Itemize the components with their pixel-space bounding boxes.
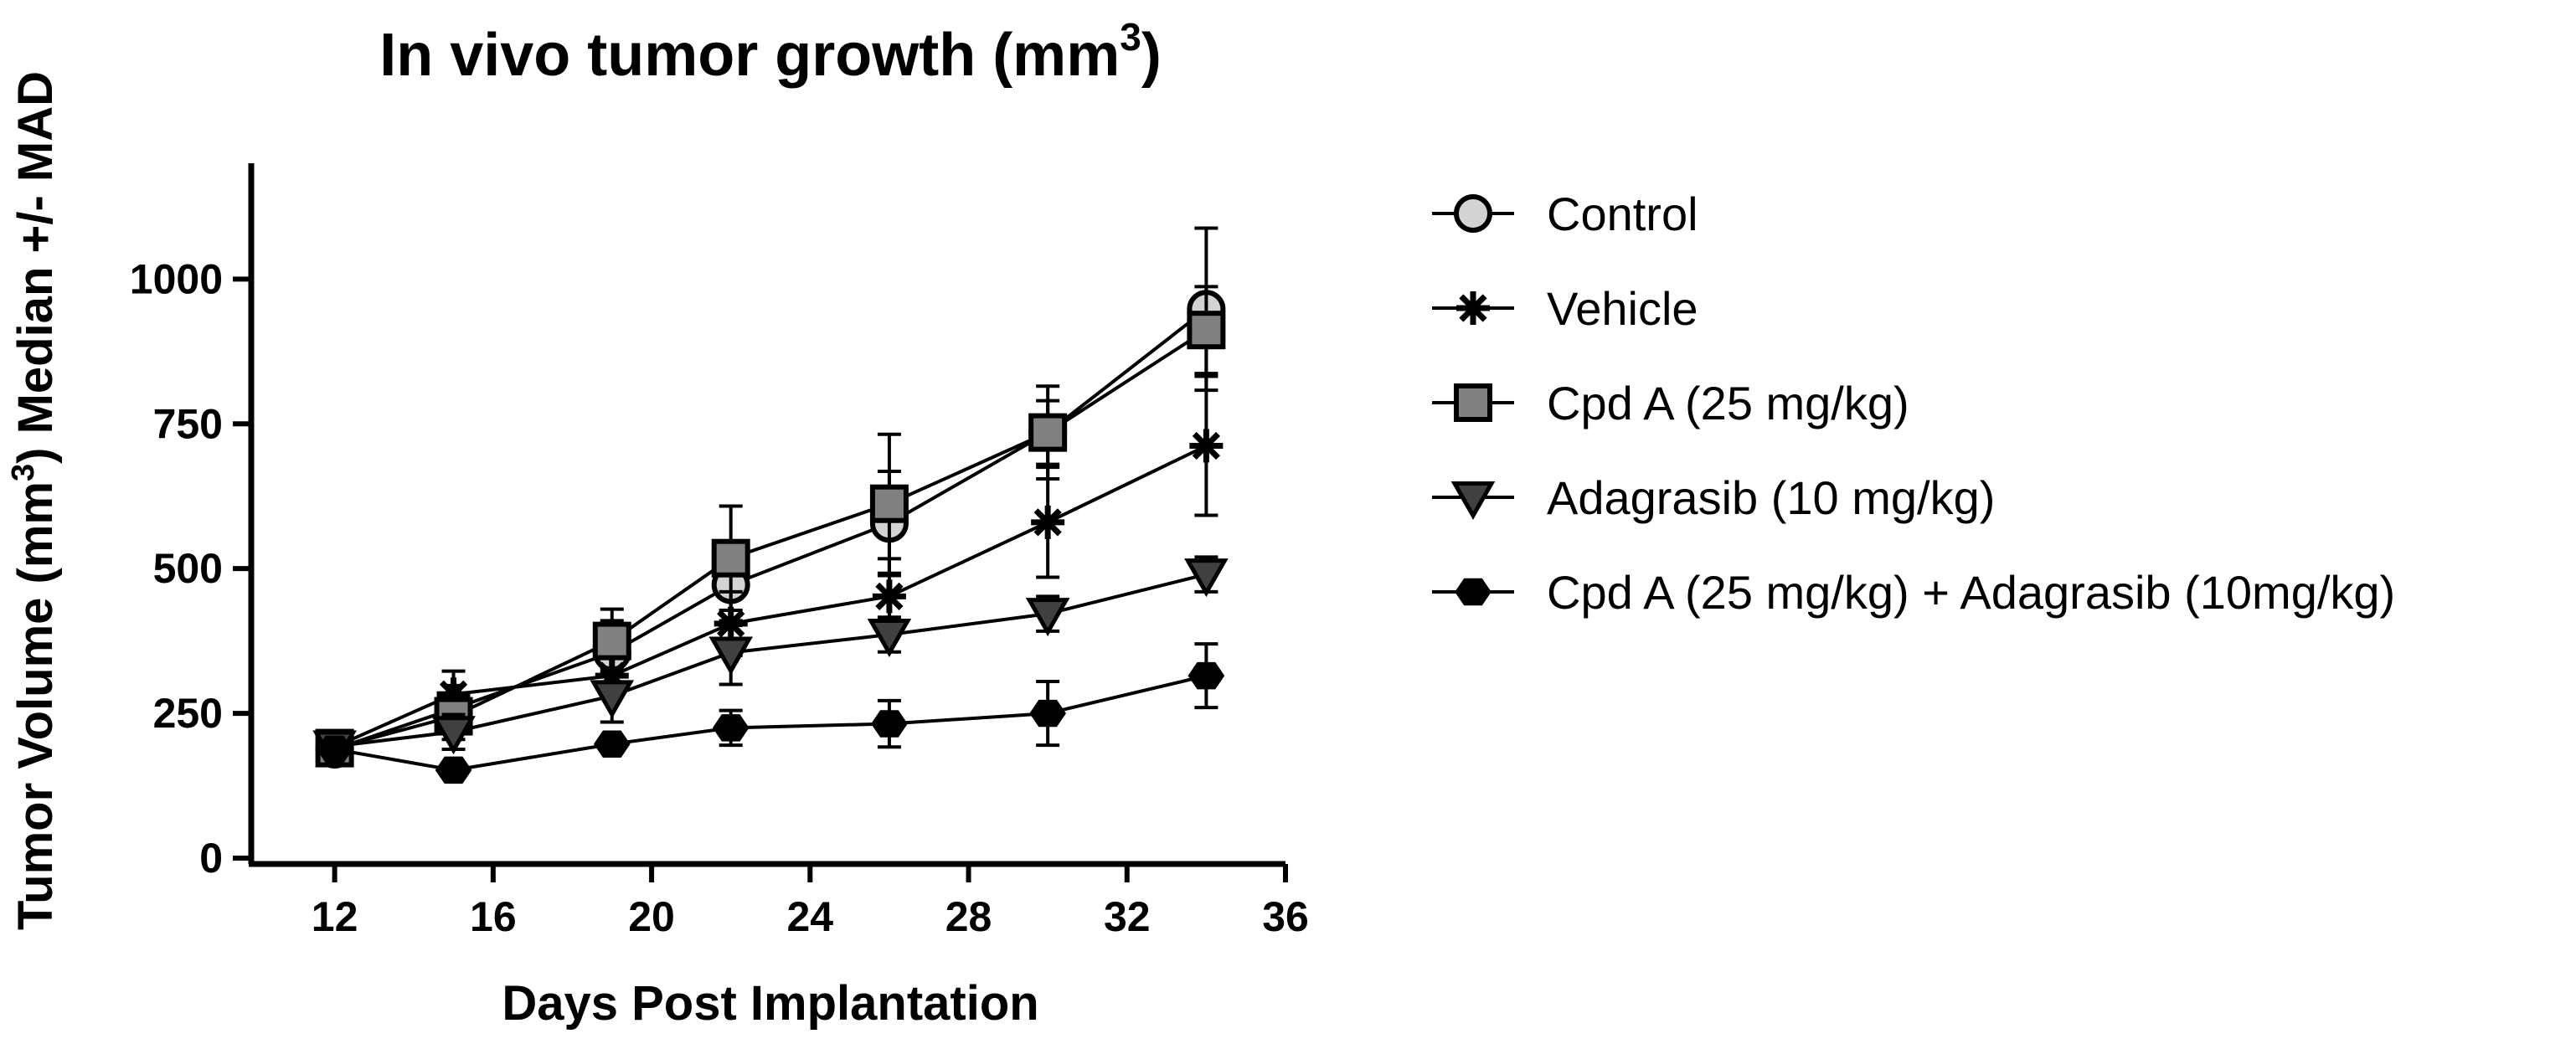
- square-marker: [1028, 413, 1068, 452]
- legend-item-2: Cpd A (25 mg/kg): [1432, 377, 1909, 429]
- legend-label: Cpd A (25 mg/kg): [1547, 377, 1909, 429]
- hexagon-marker: [593, 730, 631, 758]
- hexagon-marker: [712, 714, 750, 742]
- chart-title: In vivo tumor growth (mm3): [379, 15, 1162, 89]
- triangle-marker: [431, 716, 476, 755]
- x-tick-label: 36: [1262, 893, 1309, 940]
- triangle-marker: [708, 636, 754, 676]
- y-tick-label: 750: [153, 400, 223, 447]
- legend-label: Vehicle: [1547, 282, 1698, 335]
- triangle-marker: [867, 619, 912, 658]
- asterisk-stroke: [875, 582, 904, 610]
- legend-label: Control: [1547, 188, 1698, 240]
- legend-item-3: Adagrasib (10 mg/kg): [1432, 471, 1995, 524]
- triangle-marker: [1025, 598, 1070, 637]
- square-marker: [1187, 311, 1226, 350]
- asterisk-marker: [1189, 429, 1224, 463]
- legend-item-1: Vehicle: [1432, 282, 1698, 335]
- square-marker: [1454, 383, 1492, 422]
- series-3: [312, 555, 1229, 769]
- series-2: [315, 285, 1226, 768]
- y-tick-label: 500: [153, 545, 223, 592]
- asterisk-stroke: [1192, 431, 1221, 460]
- triangle-marker: [1450, 481, 1496, 521]
- legend: Control Vehicle Cpd A (25 mg/kg) Adagrasib …: [1432, 188, 2395, 619]
- y-tick-label: 1000: [130, 255, 223, 302]
- y-tick-label: 0: [199, 835, 223, 882]
- hexagon-marker: [1188, 661, 1225, 690]
- x-tick-label: 24: [786, 893, 833, 940]
- asterisk-marker: [1031, 505, 1065, 539]
- x-tick-label: 12: [312, 893, 358, 940]
- asterisk-marker: [1456, 291, 1490, 325]
- series-layer: [312, 226, 1229, 784]
- series-4: [316, 642, 1225, 784]
- axes: 0 250 500 750 1000 12 16 20 24 28 32 36: [130, 163, 1309, 940]
- hexagon-marker: [1455, 578, 1492, 606]
- x-tick-label: 16: [470, 893, 517, 940]
- y-axis-label: Tumor Volume (mm3) Median +/- MAD: [6, 71, 63, 930]
- x-axis-label: Days Post Implantation: [502, 976, 1038, 1031]
- legend-label: Cpd A (25 mg/kg) + Adagrasib (10mg/kg): [1547, 566, 2395, 619]
- triangle-marker: [590, 680, 635, 719]
- square-marker: [869, 484, 909, 523]
- square-marker: [711, 538, 750, 578]
- hexagon-marker: [871, 710, 908, 738]
- square-marker: [592, 621, 631, 661]
- legend-label: Adagrasib (10 mg/kg): [1547, 471, 1995, 524]
- legend-item-0: Control: [1432, 188, 1698, 240]
- hexagon-marker: [316, 735, 353, 764]
- asterisk-stroke: [1459, 294, 1487, 322]
- x-tick-label: 28: [945, 893, 992, 940]
- circle-marker: [1454, 194, 1492, 233]
- x-tick-label: 32: [1104, 893, 1151, 940]
- y-tick-label: 250: [153, 690, 223, 737]
- x-tick-label: 20: [628, 893, 675, 940]
- asterisk-marker: [872, 579, 906, 614]
- asterisk-stroke: [1033, 508, 1062, 537]
- legend-item-4: Cpd A (25 mg/kg) + Adagrasib (10mg/kg): [1432, 566, 2395, 619]
- hexagon-marker: [435, 756, 472, 784]
- triangle-marker: [1184, 558, 1229, 598]
- hexagon-marker: [1029, 699, 1066, 728]
